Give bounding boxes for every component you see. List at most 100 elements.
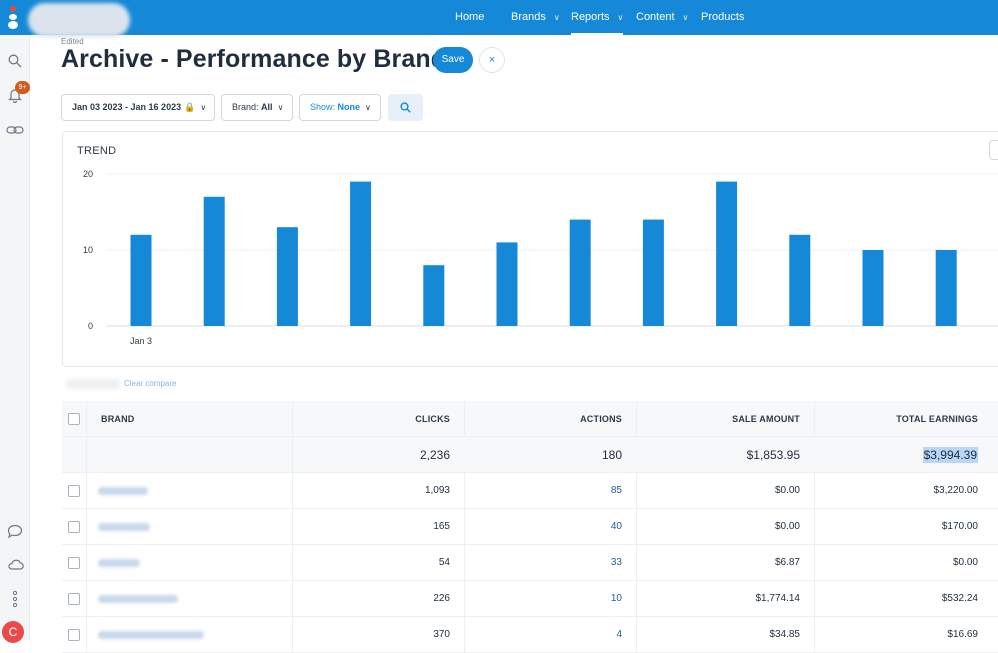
row-brand-name[interactable] [98,509,150,544]
bar-jan-3[interactable] [130,234,152,326]
account-switcher[interactable] [28,3,130,37]
row-actions[interactable]: 40 [610,521,622,532]
nav-products-label: Products [701,11,745,23]
table-row: 54 33 $6.87 $0.00 [62,545,998,581]
edited-status: Edited [61,37,84,46]
x-tick-label: Jan 3 [130,336,152,346]
row-clicks: 1,093 [424,485,450,496]
nav-reports[interactable]: Reports ∨ [571,0,624,35]
row-checkbox[interactable] [68,509,82,544]
close-icon: × [488,54,496,66]
left-sidebar [0,35,30,640]
chevron-down-icon: ∨ [682,13,689,22]
row-total-earnings: $3,220.00 [933,485,979,496]
row-checkbox[interactable] [68,545,82,580]
chart-title: TREND [77,145,117,157]
chevron-down-icon: ∨ [365,103,371,112]
show-filter[interactable]: Show: None ∨ [299,94,381,121]
row-sale-amount: $1,774.14 [755,593,801,604]
table-totals-row: 2,236 180 $1,853.95 $3,994.39 [62,437,998,473]
y-tick-label: 10 [83,245,93,255]
cloud-icon[interactable] [4,553,26,575]
notification-badge: 9+ [15,81,30,94]
bar-jan-7[interactable] [423,265,445,326]
row-sale-amount: $0.00 [774,485,800,496]
header-total-earnings[interactable]: TOTAL EARNINGS [896,413,978,424]
chart-menu-button[interactable] [989,140,998,160]
row-actions[interactable]: 4 [616,629,622,640]
header-actions[interactable]: ACTIONS [580,413,622,424]
avatar[interactable]: C [2,621,24,643]
y-tick-label: 0 [88,321,93,331]
close-button[interactable]: × [479,47,505,73]
y-tick-label: 20 [83,169,93,179]
link-icon[interactable] [4,119,26,141]
header-sale-amount[interactable]: SALE AMOUNT [732,413,800,424]
row-clicks: 370 [433,629,450,640]
save-button[interactable]: Save [433,47,473,73]
row-clicks: 165 [433,521,450,532]
table-row: 165 40 $0.00 $170.00 [62,509,998,545]
bar-jan-6[interactable] [350,181,372,326]
row-total-earnings: $532.24 [941,593,978,604]
bar-jan-8[interactable] [496,242,518,326]
nav-brands[interactable]: Brands ∨ [511,0,560,35]
row-sale-amount: $6.87 [774,557,800,568]
table-header-row: BRAND CLICKS ACTIONS SALE AMOUNT TOTAL E… [62,401,998,437]
row-clicks: 54 [438,557,450,568]
header-brand[interactable]: BRAND [101,413,135,424]
bar-jan-9[interactable] [569,219,591,326]
row-brand-name[interactable] [98,617,204,652]
app-logo[interactable] [7,6,19,30]
select-all-checkbox[interactable] [68,401,82,436]
bar-jan-13[interactable] [862,250,884,326]
bar-jan-14[interactable] [935,250,957,326]
row-actions[interactable]: 10 [610,593,622,604]
total-sale-amount: $1,853.95 [746,447,800,462]
nav-content[interactable]: Content ∨ [636,0,688,35]
nav-home[interactable]: Home [455,0,484,35]
row-total-earnings: $170.00 [941,521,978,532]
nav-reports-label: Reports [571,11,610,23]
bar-jan-4[interactable] [203,196,225,326]
compare-toggle[interactable] [66,379,120,389]
more-icon[interactable] [4,588,26,610]
chat-icon[interactable] [4,520,26,542]
apply-search-button[interactable] [388,94,423,121]
bar-jan-10[interactable] [642,219,664,326]
row-clicks: 226 [433,593,450,604]
row-brand-name[interactable] [98,473,148,508]
nav-content-label: Content [636,11,675,23]
row-actions[interactable]: 33 [610,557,622,568]
total-earnings: $3,994.39 [814,437,978,472]
row-checkbox[interactable] [68,617,82,652]
search-icon [400,102,411,113]
bar-jan-5[interactable] [276,227,298,326]
brand-filter-value: All [261,102,273,112]
row-brand-name[interactable] [98,581,178,616]
date-range-picker[interactable]: Jan 03 2023 - Jan 16 2023 🔒 ∨ [61,94,215,121]
row-sale-amount: $34.85 [769,629,800,640]
top-navigation-bar: Home Brands ∨ Reports ∨ Content ∨ Products [0,0,998,37]
chevron-down-icon: ∨ [553,13,560,22]
row-sale-amount: $0.00 [774,521,800,532]
table-row: 1,093 85 $0.00 $3,220.00 [62,473,998,509]
table-row: 370 4 $34.85 $16.69 [62,617,998,653]
nav-products[interactable]: Products [701,0,744,35]
header-clicks[interactable]: CLICKS [415,413,450,424]
bar-jan-11[interactable] [716,181,738,326]
brand-filter[interactable]: Brand: All ∨ [221,94,293,121]
row-checkbox[interactable] [68,581,82,616]
row-brand-name[interactable] [98,545,140,580]
total-actions: 180 [601,447,622,462]
bar-jan-12[interactable] [789,234,811,326]
chevron-down-icon: ∨ [617,13,624,22]
lock-icon: 🔒 [184,102,196,112]
date-range-value: Jan 03 2023 - Jan 16 2023 [72,102,182,112]
nav-home-label: Home [455,11,485,23]
clear-compare-link[interactable]: Clear compare [124,379,177,388]
row-checkbox[interactable] [68,473,82,508]
chevron-down-icon: ∨ [277,103,284,112]
search-icon[interactable] [4,50,26,72]
row-actions[interactable]: 85 [610,485,622,496]
